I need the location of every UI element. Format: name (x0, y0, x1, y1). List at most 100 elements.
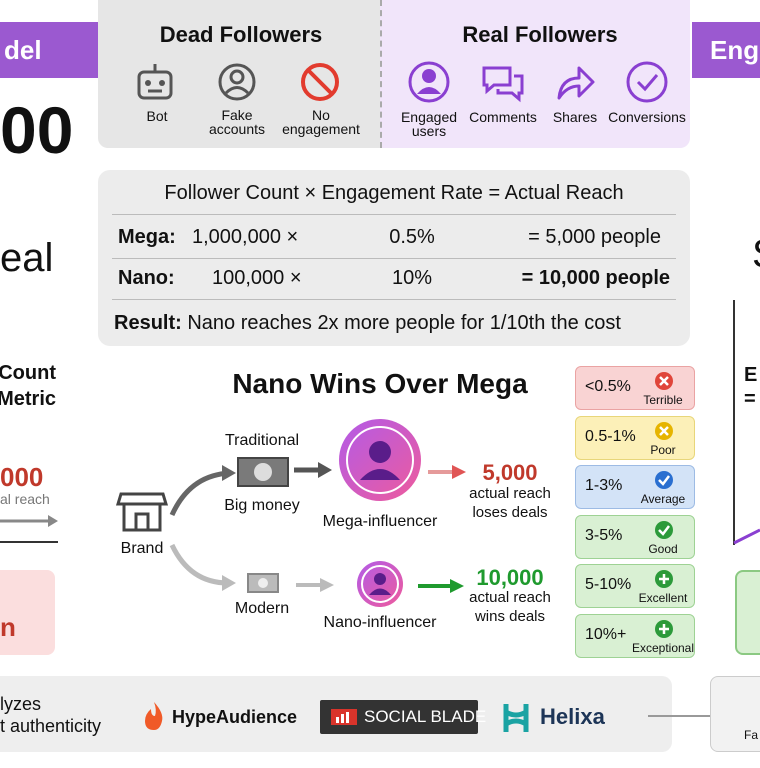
rate-label: Excellent (638, 591, 688, 606)
big-number: 00 (0, 93, 74, 167)
rate-box (575, 465, 695, 510)
engagement-rate: 0.5% (389, 226, 435, 248)
fake-account-icon (218, 63, 256, 101)
headline-word: eal (0, 236, 54, 280)
engagement-rate: 10% (391, 267, 433, 289)
rate-range: 1-3% (585, 477, 623, 495)
engaged-user-icon (408, 61, 450, 103)
rate-label: Exceptional (631, 641, 695, 655)
reach-caption: actual reach (469, 589, 551, 606)
arrow (0, 515, 58, 543)
divider (112, 299, 676, 300)
item-label: No engagement (282, 107, 360, 137)
reach-caption: actual reach (469, 485, 551, 502)
rate-range: 3-5% (585, 526, 623, 544)
item-label: Fake accounts (208, 107, 266, 137)
badge-box (735, 570, 760, 655)
comparison-title: Nano Wins Over Mega (232, 368, 528, 399)
footer-text: t authenticity (0, 716, 102, 736)
arrow (294, 462, 332, 478)
follower-count: 1,000,000 × (192, 226, 299, 248)
reach-value: 5,000 (482, 460, 538, 485)
influencer-label: Mega-influencer (322, 513, 438, 530)
reach-value: 10,000 (476, 565, 544, 590)
reach-caption: al reach (0, 491, 50, 507)
rate-box (575, 366, 695, 410)
item-label: Engaged users (400, 109, 458, 139)
alert-box: n (0, 570, 55, 655)
rate-icon (655, 520, 673, 539)
money-icon (247, 573, 279, 593)
rate-label: Average (640, 492, 686, 507)
flow-arrows (169, 465, 236, 591)
tool-name: Helixa (540, 704, 605, 729)
brand-label: Brand (120, 540, 164, 557)
rate-label: Good (648, 541, 678, 556)
panel-title: Dead Followers (159, 22, 323, 47)
headline-letter: S (752, 232, 760, 277)
rate-range: <0.5% (585, 378, 631, 395)
tool-name: HypeAudience (172, 707, 298, 727)
brand-icon (115, 492, 169, 532)
reach-number: 000 (0, 462, 44, 492)
section-banner: Eng (692, 22, 760, 78)
heading-line: Count (0, 362, 56, 384)
rate-icon (655, 471, 673, 490)
arrow (296, 578, 334, 592)
outcome: loses deals (472, 504, 548, 521)
outcome: wins deals (474, 608, 546, 625)
actual-reach: = 5,000 people (528, 226, 661, 248)
item-label: Bot (146, 108, 168, 124)
rate-range: 10%+ (585, 626, 627, 643)
rate-icon (655, 570, 673, 589)
actual-reach: = 10,000 people (521, 267, 670, 289)
rate-icon (655, 421, 673, 440)
mega-influencer-avatar (339, 419, 421, 501)
rate-icon (655, 372, 673, 390)
row-label: Mega: (118, 226, 176, 248)
nano-influencer-avatar (357, 561, 403, 607)
rate-box (575, 514, 695, 559)
item-label: Shares (552, 109, 598, 125)
row-label: Nano: (118, 267, 175, 289)
rate-box (575, 614, 695, 658)
comments-icon (482, 66, 524, 103)
footer-text: lyzes (0, 694, 42, 714)
hypeaudience-logo (145, 702, 163, 730)
no-engagement-icon (301, 63, 339, 101)
arrow (428, 465, 466, 479)
result-text: Nano reaches 2x more people for 1/10th t… (187, 312, 621, 334)
result: Result: Nano reaches 2x more people for … (114, 312, 621, 335)
rate-label: Terrible (643, 393, 683, 407)
plot-axis (733, 300, 760, 545)
section-banner: del (0, 22, 98, 78)
rate-range: 0.5-1% (585, 427, 636, 445)
share-icon (557, 66, 595, 100)
rate-box (575, 564, 695, 609)
next-panel (710, 676, 760, 752)
result-label: Result: (114, 312, 182, 334)
divider (112, 258, 676, 259)
rate-range: 5-10% (585, 576, 632, 594)
path-label: Traditional (224, 432, 300, 449)
divider (112, 214, 676, 215)
follower-count: 100,000 × (212, 267, 302, 289)
tool-name: SOCIAL BLADE (364, 707, 487, 726)
formula-line: E (744, 364, 758, 386)
item-label: Comments (469, 109, 537, 125)
rate-icon (655, 620, 673, 638)
panel-title: Real Followers (462, 22, 618, 47)
item-label: Conversions (608, 109, 686, 125)
socialblade-mark (331, 709, 357, 725)
arrow (418, 579, 464, 593)
path-label: Modern (234, 600, 290, 617)
money-label: Big money (224, 497, 300, 514)
next-panel-text: Fa (744, 728, 759, 742)
helixa-logo (503, 704, 529, 732)
formula-header: Follower Count × Engagement Rate = Actua… (164, 182, 624, 204)
formula-line: = (744, 388, 756, 410)
rate-label: Poor (650, 442, 676, 457)
conversion-icon (626, 61, 668, 103)
rate-box (575, 415, 695, 460)
